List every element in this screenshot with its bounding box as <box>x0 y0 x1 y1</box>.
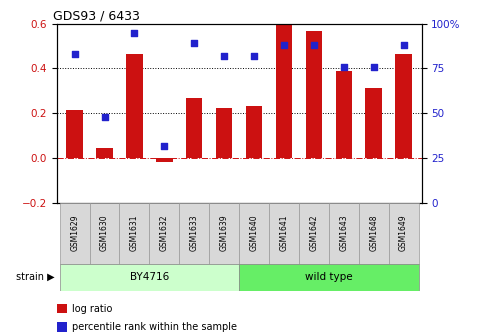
Point <box>370 64 378 69</box>
Bar <box>365 88 382 158</box>
Bar <box>299 203 329 264</box>
Bar <box>336 71 352 158</box>
Text: BY4716: BY4716 <box>130 272 169 282</box>
Text: GSM1629: GSM1629 <box>70 214 79 251</box>
Bar <box>57 304 67 313</box>
Bar <box>156 158 173 162</box>
Bar <box>216 108 232 158</box>
Text: GSM1648: GSM1648 <box>369 214 378 251</box>
Text: wild type: wild type <box>305 272 352 282</box>
Text: percentile rank within the sample: percentile rank within the sample <box>72 322 238 332</box>
Point <box>160 143 168 149</box>
Point <box>101 114 108 120</box>
Bar <box>246 106 262 158</box>
Bar <box>329 203 359 264</box>
Point <box>250 53 258 58</box>
Point <box>70 51 78 57</box>
Bar <box>119 203 149 264</box>
Bar <box>209 203 239 264</box>
Bar <box>90 203 119 264</box>
Text: GSM1630: GSM1630 <box>100 214 109 251</box>
Bar <box>388 203 419 264</box>
Bar <box>60 203 90 264</box>
Bar <box>306 31 322 158</box>
Bar <box>186 98 203 158</box>
Point <box>280 42 288 48</box>
Bar <box>359 203 388 264</box>
Bar <box>57 322 67 332</box>
Bar <box>96 148 113 158</box>
Bar <box>395 54 412 158</box>
Text: GSM1631: GSM1631 <box>130 214 139 251</box>
Bar <box>67 110 83 158</box>
Point <box>131 30 139 35</box>
Text: GSM1642: GSM1642 <box>310 214 318 251</box>
Point <box>220 53 228 58</box>
Text: GSM1641: GSM1641 <box>280 214 288 251</box>
Text: GDS93 / 6433: GDS93 / 6433 <box>53 9 140 23</box>
Text: strain ▶: strain ▶ <box>16 272 54 282</box>
Bar <box>269 203 299 264</box>
Bar <box>149 203 179 264</box>
Point <box>190 41 198 46</box>
Bar <box>239 264 419 291</box>
Text: GSM1633: GSM1633 <box>190 214 199 251</box>
Text: GSM1643: GSM1643 <box>339 214 348 251</box>
Bar <box>126 54 142 158</box>
Bar <box>276 25 292 158</box>
Text: GSM1632: GSM1632 <box>160 214 169 251</box>
Text: GSM1649: GSM1649 <box>399 214 408 251</box>
Point <box>340 64 348 69</box>
Point <box>310 42 318 48</box>
Bar <box>60 264 239 291</box>
Text: GSM1640: GSM1640 <box>249 214 258 251</box>
Text: GSM1639: GSM1639 <box>220 214 229 251</box>
Bar <box>179 203 209 264</box>
Bar <box>239 203 269 264</box>
Point <box>400 42 408 48</box>
Text: log ratio: log ratio <box>72 304 113 313</box>
